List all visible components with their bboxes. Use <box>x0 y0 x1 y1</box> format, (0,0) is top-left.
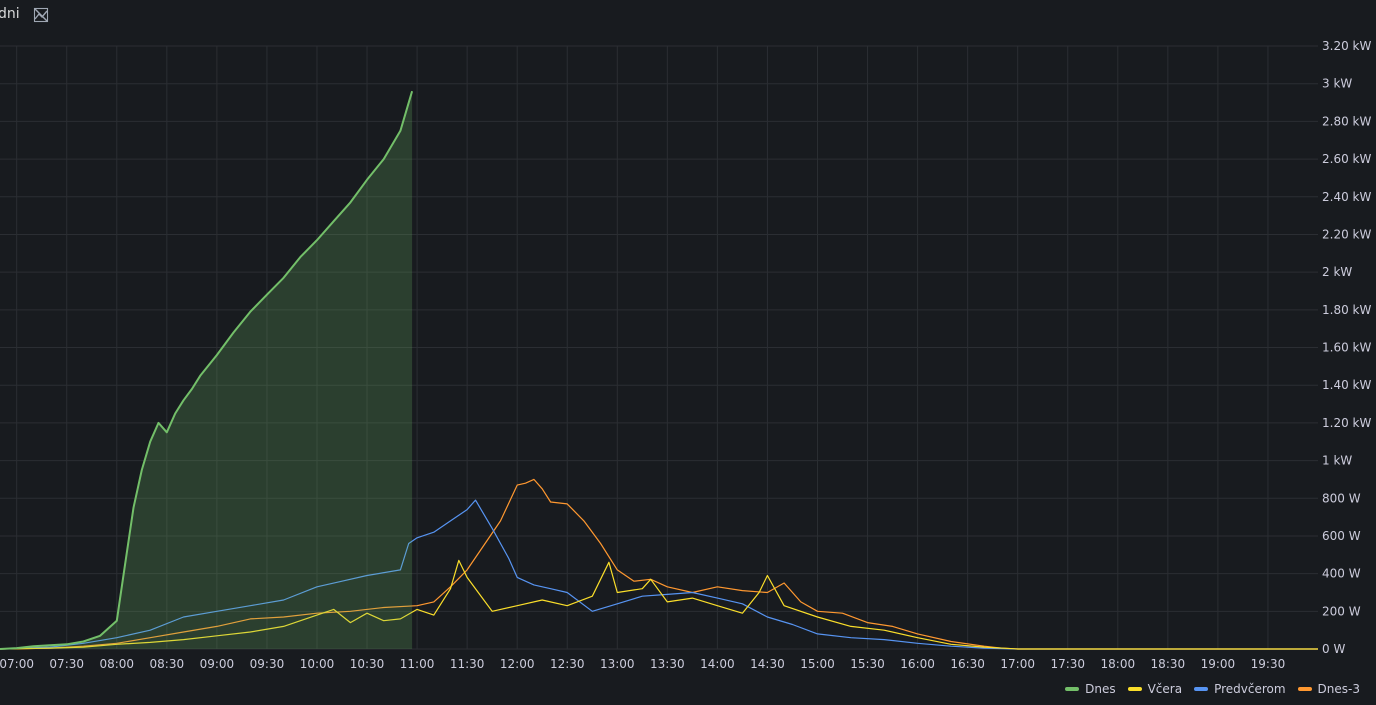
x-tick-label: 15:00 <box>800 657 835 671</box>
y-tick-label: 0 W <box>1322 642 1345 656</box>
x-tick-label: 10:30 <box>350 657 385 671</box>
x-tick-label: 08:30 <box>150 657 185 671</box>
y-tick-label: 2.20 kW <box>1322 227 1371 241</box>
legend-label: Včera <box>1147 682 1183 696</box>
legend-swatch <box>1127 687 1142 691</box>
y-tick-label: 1.80 kW <box>1322 303 1371 317</box>
legend-swatch <box>1297 687 1312 691</box>
series-line-dnes[interactable] <box>0 90 414 650</box>
series-line-dnes-3[interactable] <box>0 478 1318 650</box>
series-line-v-era[interactable] <box>0 559 1318 650</box>
y-tick-label: 1.20 kW <box>1322 416 1371 430</box>
x-tick-label: 17:30 <box>1050 657 1085 671</box>
y-tick-label: 3.20 kW <box>1322 39 1371 53</box>
x-tick-label: 07:30 <box>49 657 84 671</box>
x-tick-label: 19:00 <box>1201 657 1236 671</box>
legend-item[interactable]: Dnes-3 <box>1297 682 1360 696</box>
x-tick-label: 11:30 <box>450 657 485 671</box>
y-tick-label: 2.80 kW <box>1322 114 1371 128</box>
x-tick-label: 18:00 <box>1101 657 1136 671</box>
y-tick-label: 2 kW <box>1322 265 1352 279</box>
x-tick-label: 11:00 <box>400 657 435 671</box>
x-tick-label: 15:30 <box>850 657 885 671</box>
x-tick-label: 10:00 <box>300 657 335 671</box>
panel-header: dni <box>0 0 1376 32</box>
x-tick-label: 07:00 <box>0 657 34 671</box>
legend-item[interactable]: Včera <box>1127 682 1183 696</box>
legend-label: Predvčerom <box>1214 682 1286 696</box>
x-tick-label: 09:30 <box>250 657 285 671</box>
x-tick-label: 16:30 <box>950 657 985 671</box>
legend-swatch <box>1065 687 1080 691</box>
panel-title[interactable]: dni <box>0 6 20 22</box>
series-line-predv-erom[interactable] <box>0 499 1318 650</box>
x-tick-label: 14:30 <box>750 657 785 671</box>
y-tick-label: 1 kW <box>1322 454 1352 468</box>
x-tick-label: 14:00 <box>700 657 735 671</box>
y-tick-label: 2.40 kW <box>1322 190 1371 204</box>
y-tick-label: 600 W <box>1322 529 1361 543</box>
x-tick-label: 16:00 <box>900 657 935 671</box>
legend-swatch <box>1194 687 1209 691</box>
y-tick-label: 200 W <box>1322 604 1361 618</box>
x-tick-label: 08:00 <box>99 657 134 671</box>
x-tick-label: 17:00 <box>1000 657 1035 671</box>
x-tick-label: 12:00 <box>500 657 535 671</box>
x-tick-label: 12:30 <box>550 657 585 671</box>
y-tick-label: 1.60 kW <box>1322 341 1371 355</box>
legend-item[interactable]: Dnes <box>1065 682 1116 696</box>
chart-off-icon[interactable] <box>33 7 49 23</box>
x-tick-label: 13:00 <box>600 657 635 671</box>
legend-label: Dnes <box>1085 682 1116 696</box>
y-tick-label: 800 W <box>1322 491 1361 505</box>
y-tick-label: 2.60 kW <box>1322 152 1371 166</box>
x-tick-label: 09:00 <box>200 657 235 671</box>
legend-item[interactable]: Predvčerom <box>1194 682 1286 696</box>
y-tick-label: 400 W <box>1322 567 1361 581</box>
y-tick-label: 3 kW <box>1322 77 1352 91</box>
legend-label: Dnes-3 <box>1317 682 1360 696</box>
x-tick-label: 19:30 <box>1251 657 1286 671</box>
y-tick-label: 1.40 kW <box>1322 378 1371 392</box>
chart-legend: Dnes Včera Predvčerom Dnes-3 <box>1065 680 1360 698</box>
x-tick-label: 18:30 <box>1151 657 1186 671</box>
x-tick-label: 13:30 <box>650 657 685 671</box>
